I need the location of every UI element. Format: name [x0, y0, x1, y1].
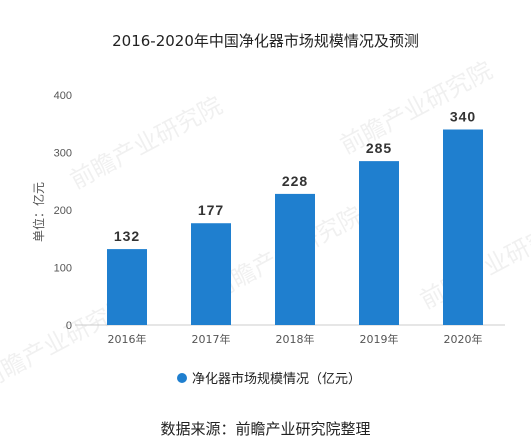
x-axis: 2016年 2017年 2018年 2019年 2020年 — [108, 332, 483, 346]
legend-marker — [177, 373, 187, 383]
x-tick-label: 2017年 — [192, 332, 231, 346]
data-label: 340 — [450, 109, 476, 125]
data-label: 228 — [282, 173, 308, 189]
y-axis-label: 单位：亿元 — [31, 182, 46, 242]
chart-title: 2016-2020年中国净化器市场规模情况及预测 — [112, 32, 419, 50]
y-tick-label: 0 — [66, 320, 72, 332]
x-tick-label: 2018年 — [276, 332, 315, 346]
y-tick-label: 200 — [54, 205, 72, 217]
legend: 净化器市场规模情况（亿元） — [177, 371, 361, 387]
data-label: 285 — [366, 140, 392, 156]
data-label: 177 — [198, 202, 224, 218]
source-note: 数据来源：前瞻产业研究院整理 — [160, 420, 371, 438]
y-tick-label: 300 — [54, 148, 72, 160]
bar — [359, 161, 399, 325]
y-axis: 0 100 200 300 400 — [54, 90, 72, 332]
watermark-text: 前瞻产业研究院 — [66, 91, 227, 195]
x-tick-label: 2016年 — [108, 332, 147, 346]
data-labels: 132 177 228 285 340 — [114, 109, 476, 245]
x-tick-label: 2020年 — [444, 332, 483, 346]
bar — [191, 223, 231, 325]
bar — [275, 193, 315, 325]
bar — [107, 249, 147, 325]
y-tick-label: 400 — [54, 90, 72, 102]
x-tick-label: 2019年 — [360, 332, 399, 346]
data-label: 132 — [114, 228, 140, 244]
bars — [107, 129, 483, 325]
y-tick-label: 100 — [54, 263, 72, 275]
bar — [443, 129, 483, 325]
legend-label: 净化器市场规模情况（亿元） — [192, 371, 361, 387]
